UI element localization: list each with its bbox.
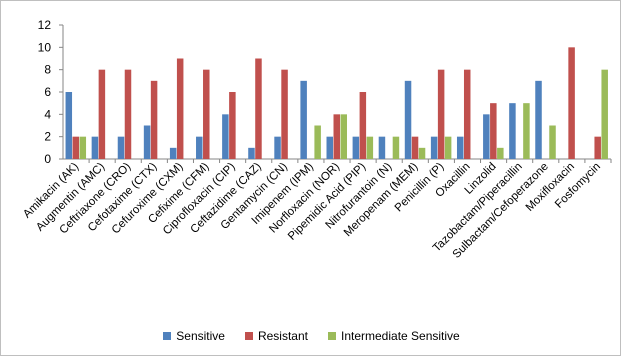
legend-item: Intermediate Sensitive	[328, 329, 460, 343]
y-tick-label: 10	[38, 40, 52, 54]
legend-label: Resistant	[257, 329, 308, 343]
bar-intermediate-sensitive	[79, 136, 87, 159]
bar-resistant	[124, 69, 132, 159]
bar-intermediate-sensitive	[392, 136, 400, 159]
bar-sensitive	[326, 136, 333, 159]
legend-item: Sensitive	[163, 329, 225, 343]
bar-resistant	[72, 136, 80, 159]
bar-resistant	[411, 136, 419, 159]
bar-resistant	[333, 114, 340, 159]
legend: Sensitive Resistant Intermediate Sensitive	[1, 329, 621, 343]
bar-sensitive	[430, 136, 438, 159]
bar-resistant	[229, 92, 236, 159]
legend-label: Intermediate Sensitive	[341, 329, 460, 343]
bar-sensitive	[248, 147, 255, 159]
bar-sensitive	[509, 103, 516, 159]
bar-intermediate-sensitive	[418, 147, 426, 159]
bar-intermediate-sensitive	[523, 103, 530, 159]
bar-sensitive	[274, 136, 281, 159]
y-tick-label: 2	[44, 130, 51, 144]
bar-sensitive	[91, 136, 99, 159]
bar-sensitive	[222, 114, 229, 159]
y-tick-label: 6	[44, 85, 51, 99]
legend-label: Sensitive	[176, 329, 225, 343]
legend-item: Resistant	[244, 329, 308, 343]
bar-intermediate-sensitive	[497, 147, 504, 159]
bar-resistant	[463, 69, 471, 159]
legend-swatch	[163, 332, 172, 340]
y-tick-label: 12	[38, 18, 52, 32]
bar-sensitive	[483, 114, 490, 159]
bar-sensitive	[196, 136, 203, 159]
y-tick-label: 8	[44, 63, 51, 77]
bar-sensitive	[352, 136, 360, 159]
bar-sensitive	[456, 136, 464, 159]
bar-resistant	[203, 69, 210, 159]
bar-sensitive	[535, 80, 542, 159]
bar-resistant	[568, 47, 575, 160]
bar-sensitive	[378, 136, 386, 159]
y-tick-label: 0	[44, 152, 51, 166]
bar-sensitive	[117, 136, 125, 159]
bar-resistant	[359, 92, 367, 159]
bar-intermediate-sensitive	[444, 136, 452, 159]
bar-resistant	[437, 69, 445, 159]
bar-sensitive	[300, 80, 307, 159]
bar-sensitive	[169, 147, 177, 159]
y-tick-label: 4	[44, 107, 51, 121]
bar-intermediate-sensitive	[314, 125, 321, 159]
legend-swatch	[244, 332, 253, 340]
bar-resistant	[594, 136, 601, 159]
bar-resistant	[176, 58, 184, 159]
bar-sensitive	[404, 80, 412, 159]
bar-intermediate-sensitive	[549, 125, 556, 159]
legend-swatch	[328, 332, 336, 340]
bar-resistant	[490, 103, 497, 159]
bar-resistant	[98, 69, 106, 159]
bar-sensitive	[143, 125, 151, 159]
bar-resistant	[255, 58, 262, 159]
bar-resistant	[150, 80, 158, 159]
bar-sensitive	[65, 92, 73, 159]
bar-resistant	[281, 69, 288, 159]
bar-intermediate-sensitive	[366, 136, 374, 159]
bar-intermediate-sensitive	[340, 114, 347, 159]
bar-intermediate-sensitive	[601, 69, 608, 159]
